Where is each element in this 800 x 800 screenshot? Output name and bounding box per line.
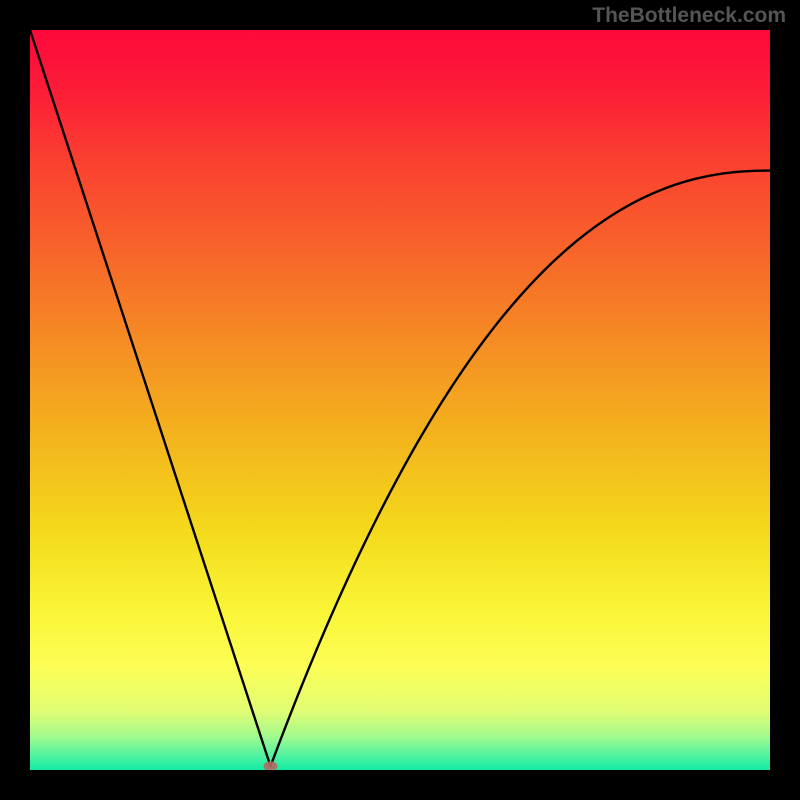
watermark-text: TheBottleneck.com xyxy=(592,4,786,28)
bottleneck-chart xyxy=(30,30,770,770)
chart-background xyxy=(30,30,770,770)
